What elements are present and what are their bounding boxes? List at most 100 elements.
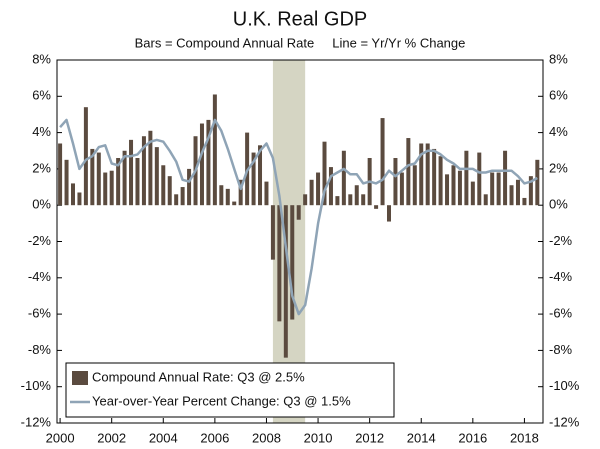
bar — [103, 172, 108, 206]
bar — [335, 196, 340, 206]
y-tick-label: -8% — [28, 342, 52, 357]
bar — [283, 205, 288, 358]
bar — [522, 197, 527, 206]
bar — [496, 172, 501, 206]
bar — [270, 205, 275, 260]
bar — [96, 152, 101, 206]
bar — [316, 172, 321, 206]
y-tick-label: -12% — [21, 414, 52, 429]
x-tick-label: 2014 — [407, 430, 436, 445]
bar — [77, 192, 82, 206]
bar — [258, 145, 263, 206]
y2-tick-label: -8% — [549, 342, 573, 357]
bar — [296, 205, 301, 220]
y-tick-label: -10% — [21, 378, 52, 393]
bar — [141, 136, 146, 206]
y2-tick-label: -12% — [549, 414, 580, 429]
bar — [503, 150, 508, 206]
legend-box — [65, 362, 395, 418]
bar — [161, 165, 166, 206]
bar — [354, 185, 359, 206]
y2-tick-label: -6% — [549, 306, 573, 321]
bar — [425, 143, 430, 206]
bar — [393, 158, 398, 206]
x-tick-label: 2006 — [200, 430, 229, 445]
bar — [83, 107, 88, 206]
bar — [70, 183, 75, 206]
bar — [277, 205, 282, 322]
bar — [438, 156, 443, 206]
x-tick-label: 2012 — [355, 430, 384, 445]
bar — [374, 205, 379, 209]
bar — [109, 170, 114, 206]
bar — [509, 185, 514, 206]
y2-tick-label: -10% — [549, 378, 580, 393]
bar — [199, 123, 204, 206]
x-tick-label: 2000 — [46, 430, 75, 445]
bar — [309, 179, 314, 206]
bar — [154, 147, 159, 206]
bar — [528, 176, 533, 206]
bar — [380, 118, 385, 206]
bar — [129, 139, 134, 206]
bar — [341, 150, 346, 206]
bar — [64, 159, 69, 206]
bar — [251, 152, 256, 206]
bar — [451, 165, 456, 206]
y2-tick-label: -2% — [549, 233, 573, 248]
bar — [328, 167, 333, 206]
bar — [386, 205, 391, 222]
x-tick-label: 2018 — [510, 430, 539, 445]
chart-title: U.K. Real GDP — [233, 8, 367, 30]
bar — [187, 168, 192, 206]
line — [59, 118, 538, 316]
bar — [399, 172, 404, 206]
bar — [116, 158, 121, 206]
y2-tick-label: -4% — [549, 269, 573, 284]
bar — [348, 194, 353, 206]
bar — [225, 188, 230, 206]
y2-tick-label: 8% — [549, 51, 568, 66]
y2-tick-label: 2% — [549, 160, 568, 175]
legend-swatch — [72, 371, 88, 385]
bar — [148, 130, 153, 206]
y-tick-label: 6% — [32, 88, 51, 103]
x-tick-label: 2010 — [304, 430, 333, 445]
bar — [432, 148, 437, 206]
bar — [180, 187, 185, 206]
bar — [361, 194, 366, 206]
bar — [322, 141, 327, 206]
bar — [264, 181, 269, 206]
legend-label: Compound Annual Rate: Q3 @ 2.5% — [92, 369, 305, 384]
y2-tick-label: 0% — [549, 197, 568, 212]
bar — [303, 194, 308, 206]
bar — [290, 205, 295, 320]
y-tick-label: -4% — [28, 269, 52, 284]
bar — [445, 174, 450, 206]
bar — [412, 165, 417, 206]
x-tick-label: 2002 — [97, 430, 126, 445]
y-tick-label: 2% — [32, 160, 51, 175]
bar — [206, 119, 211, 206]
bar — [477, 152, 482, 206]
bar — [457, 170, 462, 206]
bar — [515, 179, 520, 206]
y-tick-label: 8% — [32, 51, 51, 66]
bar — [122, 150, 127, 206]
bar — [212, 94, 217, 206]
bar — [464, 150, 469, 206]
bar — [535, 159, 540, 206]
bar — [483, 194, 488, 206]
y-tick-label: 4% — [32, 124, 51, 139]
bar — [419, 143, 424, 206]
legend-label: Year-over-Year Percent Change: Q3 @ 1.5% — [92, 393, 351, 408]
bar — [490, 172, 495, 206]
y2-tick-label: 6% — [549, 88, 568, 103]
bar — [58, 143, 63, 206]
y-tick-label: -2% — [28, 233, 52, 248]
bar — [238, 179, 243, 206]
bar — [174, 194, 179, 206]
bar — [167, 176, 172, 206]
bar — [90, 148, 95, 206]
